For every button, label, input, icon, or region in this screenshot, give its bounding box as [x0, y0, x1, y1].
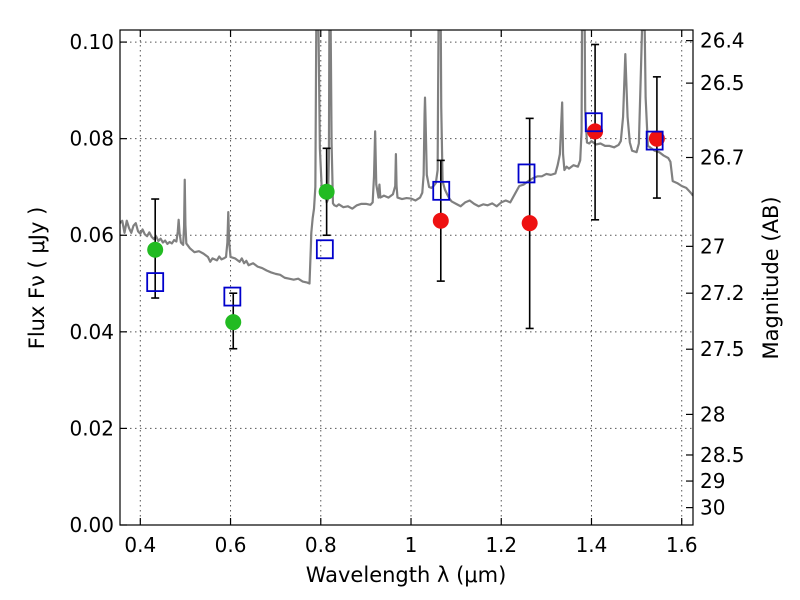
- mag-tick-label: 28.5: [700, 443, 745, 467]
- x-tick-label: 1.4: [576, 533, 608, 557]
- model-square: [146, 272, 165, 292]
- model-square: [223, 286, 242, 307]
- data-point-red: [648, 130, 665, 147]
- plot-frame: [119, 29, 694, 526]
- mag-tick-label: 29: [700, 469, 725, 493]
- model-square: [432, 180, 451, 201]
- data-point-red: [521, 215, 538, 232]
- data-points: [147, 123, 665, 331]
- y-tick-label: 0.06: [69, 223, 114, 247]
- tick-labels: 0.4 0.6 0.8 1 1.2 1.4 1.6 0.00 0.02 0.04 0.06 0.08 0…: [69, 29, 744, 557]
- mag-tick-label: 28: [700, 402, 725, 426]
- x-tick-label: 0.4: [124, 533, 156, 557]
- right-axis-title: Magnitude (AB): [759, 196, 783, 359]
- x-tick-label: 1: [405, 533, 418, 557]
- mag-tick-label: 27.5: [700, 337, 745, 361]
- data-point-green: [318, 183, 335, 200]
- mag-tick-label: 26.4: [700, 29, 745, 53]
- y-axis-title: Flux Fν ( μJy ): [25, 207, 49, 350]
- model-square: [584, 112, 603, 133]
- y-tick-label: 0.02: [69, 416, 114, 440]
- model-square: [517, 163, 536, 184]
- mag-tick-label: 27: [700, 234, 725, 258]
- data-point-green: [147, 241, 164, 258]
- mag-tick-label: 26.7: [700, 145, 745, 169]
- mag-tick-label: 30: [700, 496, 725, 520]
- y-tick-label: 0.04: [69, 320, 114, 344]
- mag-tick-label: 27.2: [700, 281, 745, 305]
- model-squares: [146, 112, 664, 307]
- y-tick-label: 0.00: [69, 513, 114, 537]
- x-tick-label: 1.6: [666, 533, 698, 557]
- x-tick-label: 0.8: [305, 533, 337, 557]
- mag-tick-label: 26.5: [700, 71, 745, 95]
- plot-area: [120, 30, 693, 350]
- model-square: [645, 130, 664, 151]
- x-tick-label: 1.2: [485, 533, 517, 557]
- y-tick-label: 0.10: [69, 30, 114, 54]
- x-axis-title: Wavelength λ (μm): [306, 563, 507, 587]
- data-point-green: [225, 314, 242, 331]
- model-square: [315, 239, 334, 260]
- y-tick-label: 0.08: [69, 127, 114, 151]
- axis-ticks: [120, 30, 693, 526]
- data-point-red: [432, 212, 449, 229]
- x-tick-label: 0.6: [215, 533, 247, 557]
